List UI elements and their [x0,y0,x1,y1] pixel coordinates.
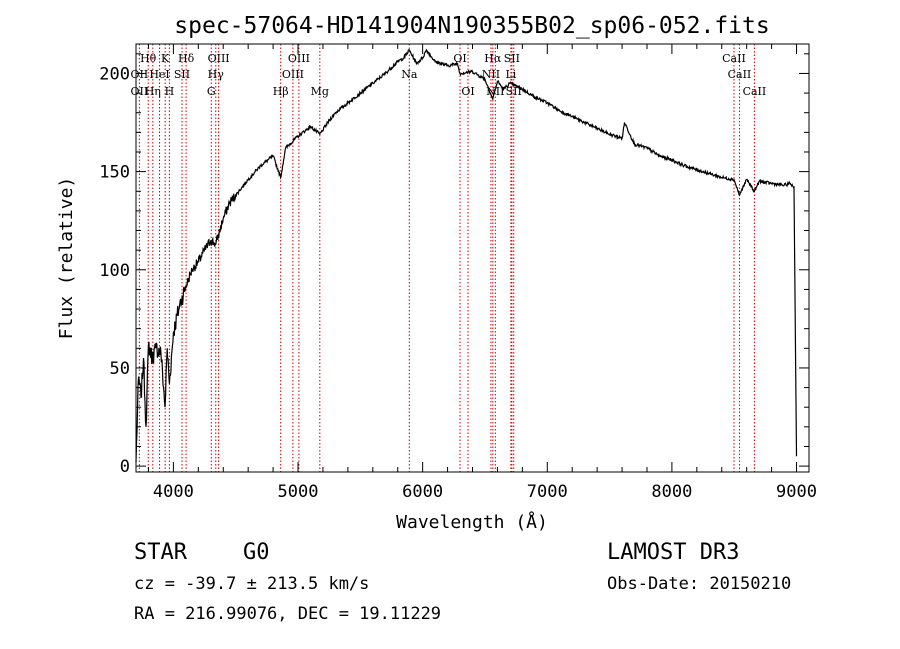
chart-title: spec-57064-HD141904N190355B02_sp06-052.f… [174,13,769,39]
line-label: OIII [282,68,304,81]
line-label: OIII [208,52,230,65]
line-label: OII [131,68,149,81]
y-tick-label: 200 [99,64,130,84]
y-tick-label: 50 [110,359,130,379]
y-tick-label: 0 [120,457,130,477]
line-markers [138,44,755,472]
x-axis: 4000 5000 6000 7000 8000 9000 [147,44,817,502]
plot-frame [135,43,810,473]
line-label: HeI [149,68,169,81]
line-label: H [165,85,175,98]
x-tick-label: 6000 [402,482,443,502]
line-label: SII [504,52,520,65]
line-label: SII [174,68,190,81]
y-axis-label: Flux (relative) [56,177,77,340]
line-label: CaII [728,68,752,81]
line-label: OI [461,85,474,98]
x-tick-label: 4000 [153,482,194,502]
line-label: Hδ [178,52,195,65]
y-tick-label: 100 [99,261,130,281]
spectrum-line [135,48,798,463]
x-tick-label: 8000 [651,482,692,502]
line-label: Hγ [208,68,225,81]
x-axis-label: Wavelength (Å) [396,511,548,533]
coordinates: RA = 216.99076, DEC = 19.11229 [134,604,442,624]
line-label: NII [482,68,500,81]
line-label: Hα [484,52,502,65]
x-tick-label: 9000 [776,482,817,502]
line-label: Hη [145,85,161,98]
line-label: OII [131,85,149,98]
line-label: Mg [311,85,329,98]
y-tick-label: 150 [99,163,130,183]
survey-name: LAMOST DR3 [607,540,740,565]
line-label: OIII [288,52,310,65]
line-label: Hβ [273,85,289,98]
line-label: OI [453,52,466,65]
line-label: CaII [743,85,767,98]
line-label: Li [505,68,516,81]
line-label: Na [401,68,418,81]
subclass: G0 [243,540,270,565]
object-type: STAR [134,540,187,565]
line-label: Hθ [140,52,157,65]
obs-date: Obs-Date: 20150210 [607,574,792,594]
y-axis: 0 50 100 150 200 [99,53,809,477]
line-label: G [207,85,216,98]
line-label: SII [506,85,522,98]
x-tick-label: 5000 [278,482,319,502]
line-label: K [161,52,170,65]
line-label: CaII [722,52,746,65]
redshift-velocity: cz = -39.7 ± 213.5 km/s [134,574,370,594]
x-tick-label: 7000 [527,482,568,502]
